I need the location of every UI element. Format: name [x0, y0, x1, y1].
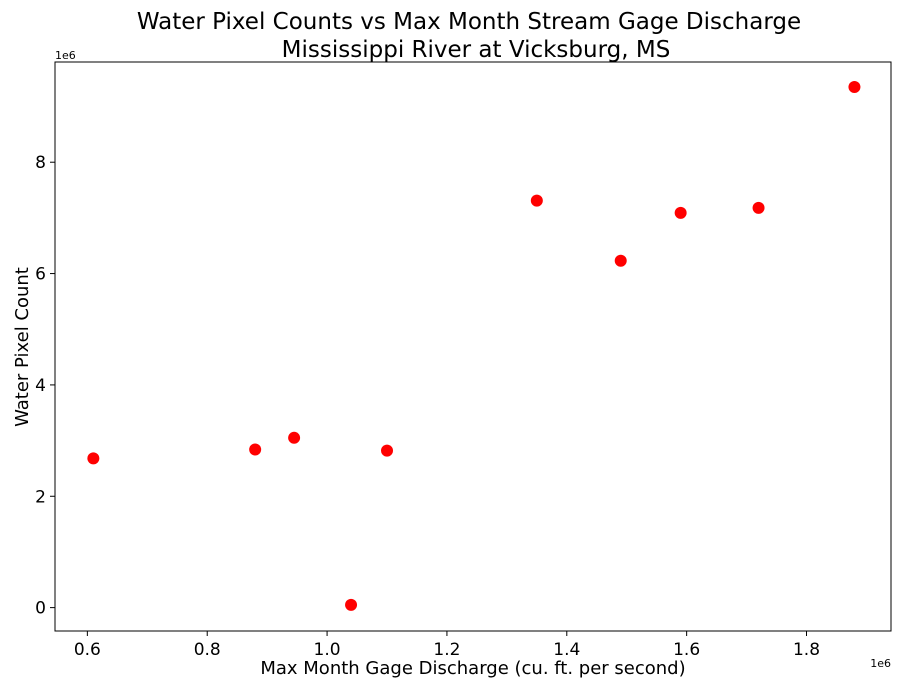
chart-title-line2: Mississippi River at Vicksburg, MS [282, 37, 671, 63]
axis-ticks: 0.6 0.8 1.0 1.2 1.4 1.6 1.8 0 2 4 6 8 [35, 153, 820, 660]
x-tick-label: 1.6 [673, 640, 700, 660]
chart-title-line1: Water Pixel Counts vs Max Month Stream G… [137, 9, 801, 35]
x-tick-label: 0.6 [74, 640, 101, 660]
y-tick-label: 0 [35, 599, 46, 619]
scatter-point [249, 443, 262, 456]
scatter-point [288, 431, 301, 444]
x-tick-label: 1.2 [433, 640, 460, 660]
y-axis-label: Water Pixel Count [12, 267, 33, 427]
plot-area [87, 81, 861, 611]
y-tick-label: 4 [35, 376, 46, 396]
scatter-point [752, 201, 765, 214]
x-tick-label: 0.8 [194, 640, 221, 660]
scatter-point [381, 444, 394, 457]
scatter-point [345, 598, 358, 611]
x-tick-label: 1.0 [314, 640, 341, 660]
x-axis-label: Max Month Gage Discharge (cu. ft. per se… [260, 658, 685, 679]
y-tick-label: 8 [35, 153, 46, 173]
scatter-point [848, 81, 861, 94]
scatter-point [614, 254, 627, 267]
y-tick-label: 2 [35, 487, 46, 507]
y-offset-label: 1e6 [55, 49, 76, 62]
plot-frame [54, 61, 892, 632]
scatter-point [87, 452, 100, 465]
scatter-point [674, 206, 687, 219]
scatter-point [530, 194, 543, 207]
x-tick-label: 1.8 [793, 640, 820, 660]
y-tick-label: 6 [35, 265, 46, 285]
x-tick-label: 1.4 [553, 640, 580, 660]
x-offset-label: 1e6 [870, 657, 891, 670]
